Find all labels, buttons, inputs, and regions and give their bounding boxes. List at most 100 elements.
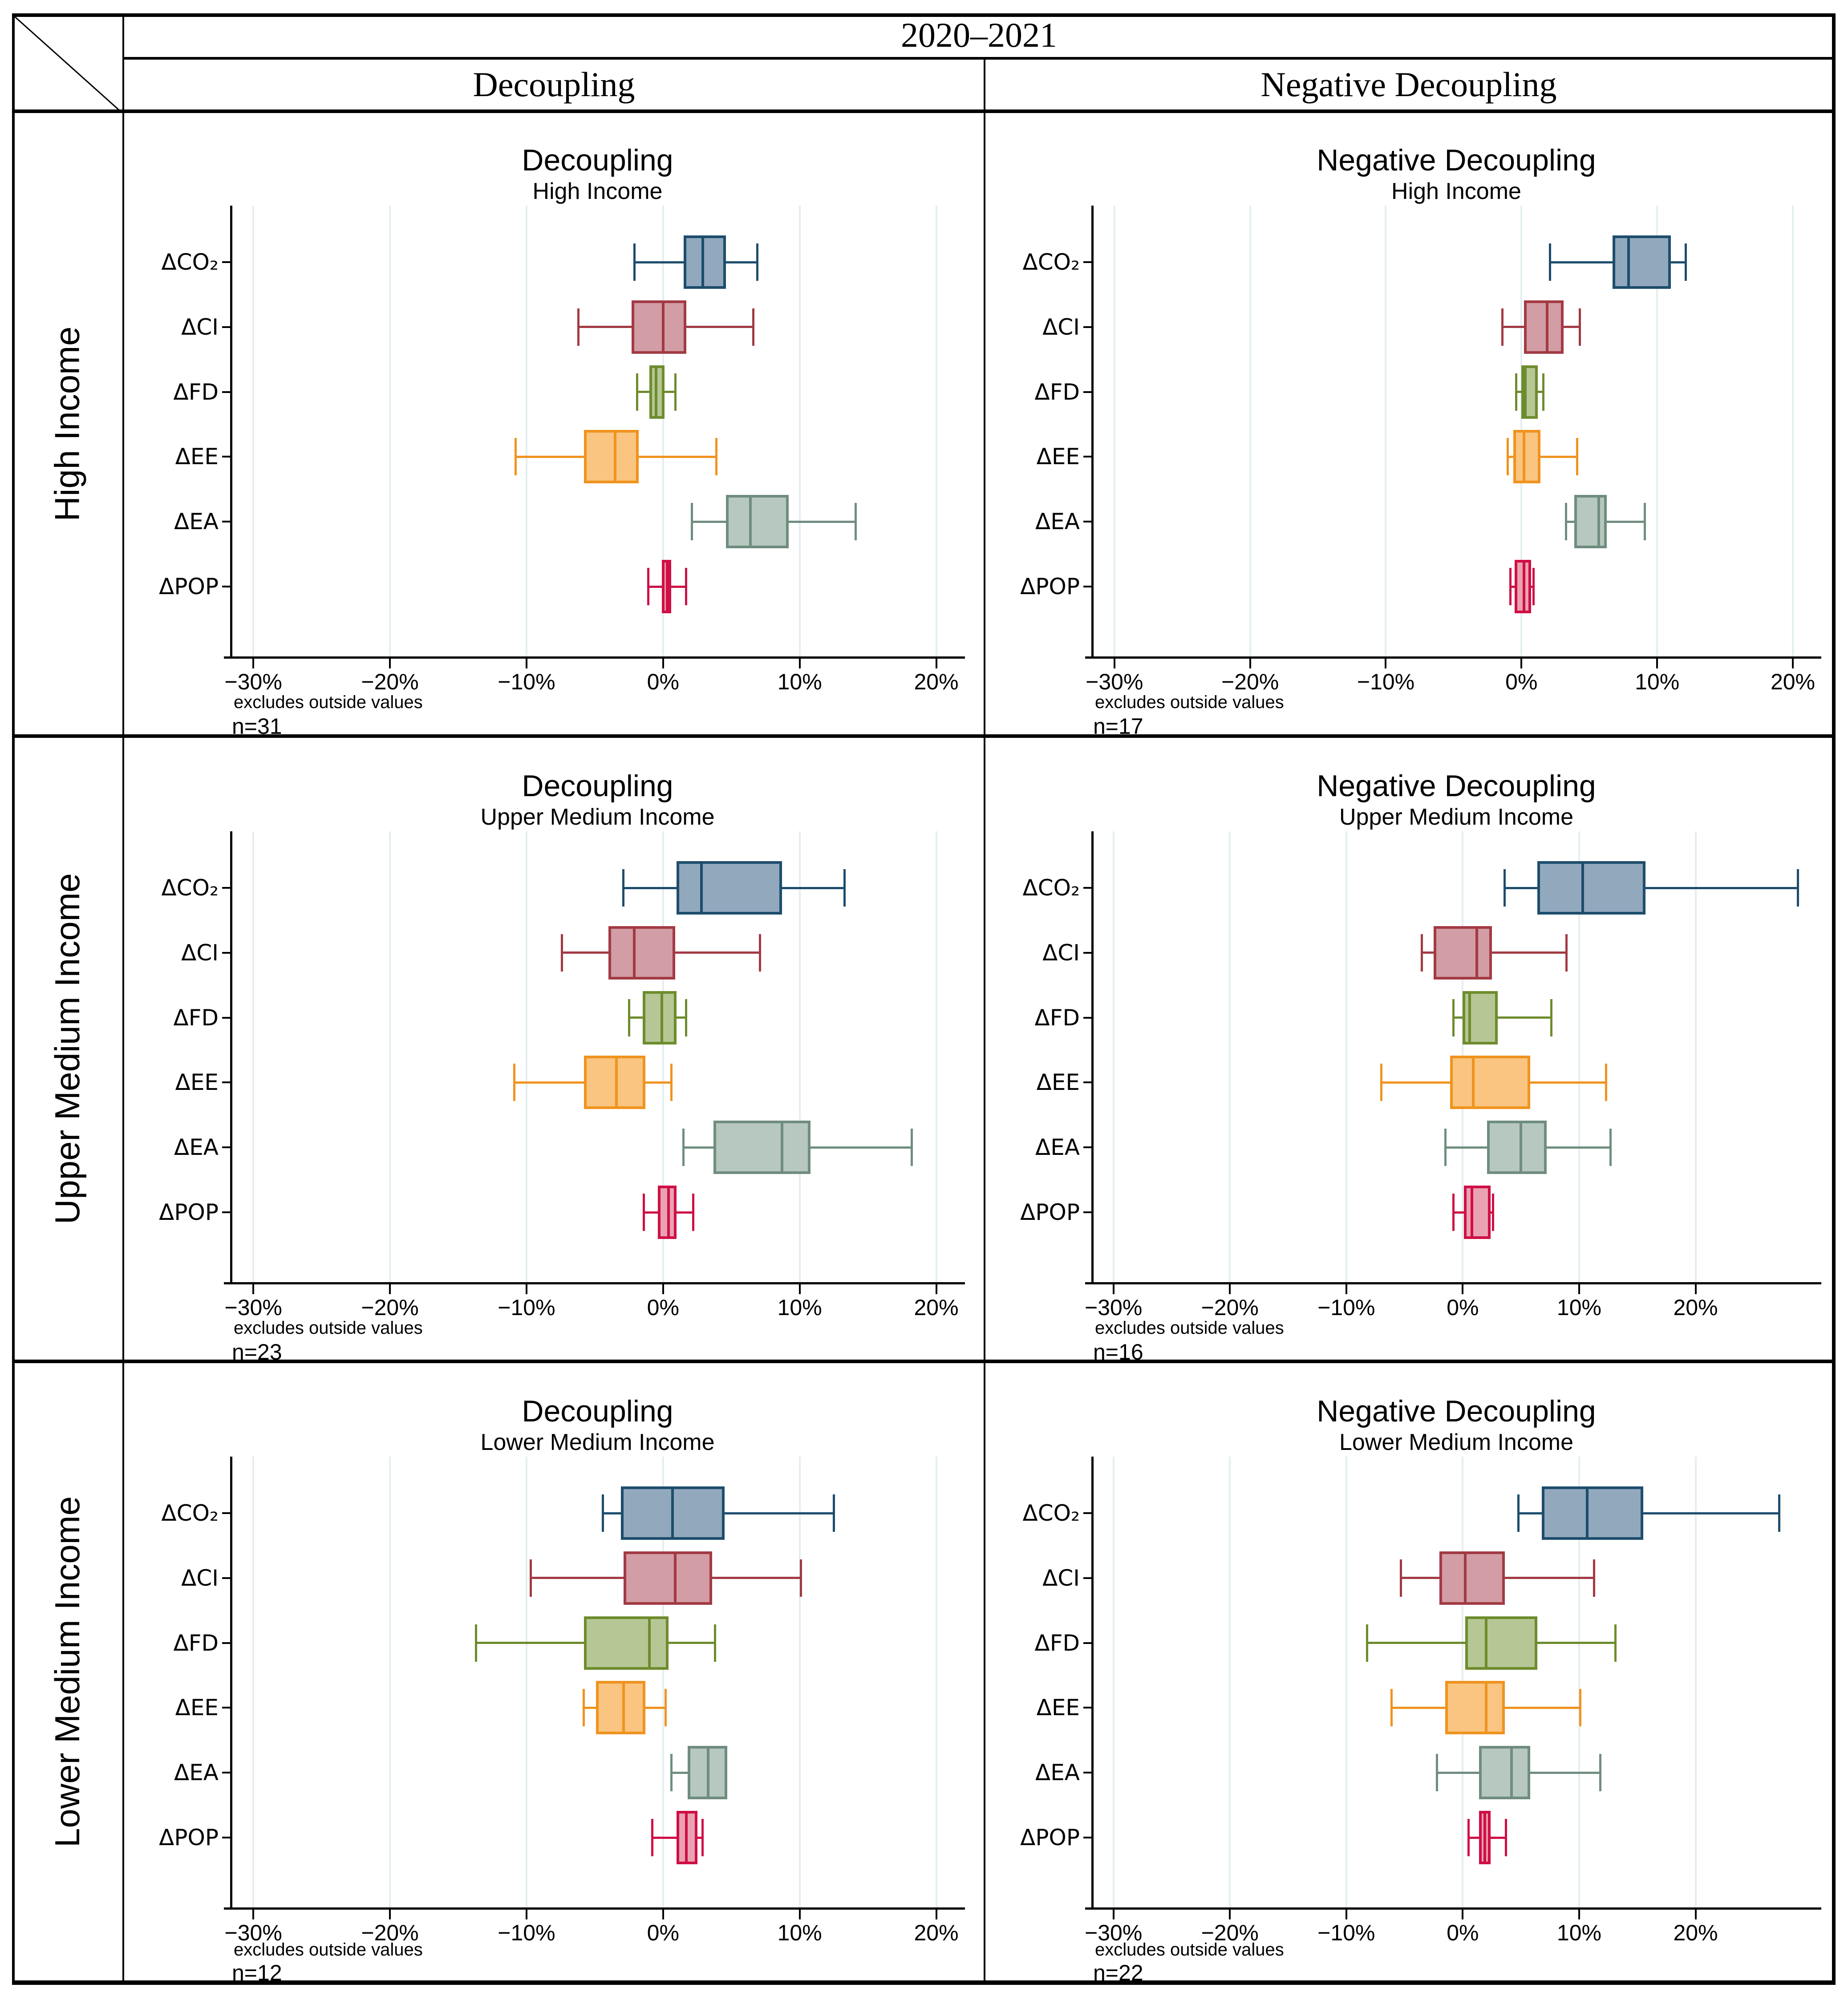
- x-tick: [389, 1284, 391, 1294]
- y-tick: [222, 261, 230, 263]
- y-tick: [1083, 586, 1091, 587]
- lower-whisker: [1510, 585, 1515, 588]
- box-iqr: [1524, 300, 1564, 354]
- x-gridline: [252, 831, 255, 1282]
- lower-whisker-cap: [1504, 869, 1506, 907]
- x-tick: [252, 1284, 255, 1294]
- box-iqr: [1515, 560, 1531, 613]
- x-tick: [525, 1910, 527, 1919]
- excludes-note: excludes outside values: [234, 1940, 423, 1959]
- x-axis-spine: [224, 1907, 965, 1910]
- upper-whisker: [697, 1836, 703, 1839]
- row-separator-2: [12, 1360, 1836, 1363]
- category-label: ΔFD: [173, 1004, 219, 1031]
- x-tick: [798, 1284, 801, 1294]
- lower-whisker: [562, 951, 609, 954]
- upper-whisker-cap: [1684, 243, 1687, 281]
- upper-whisker: [1563, 326, 1580, 328]
- box-iqr: [1439, 1551, 1505, 1605]
- upper-whisker: [686, 326, 754, 328]
- category-label: ΔFD: [1034, 1630, 1080, 1656]
- upper-whisker: [645, 1081, 672, 1084]
- category-label: ΔCI: [181, 314, 219, 340]
- y-tick: [222, 1081, 230, 1084]
- x-tick-label: −10%: [1317, 1920, 1375, 1945]
- x-tick: [1694, 1284, 1697, 1294]
- x-tick: [1791, 659, 1794, 668]
- x-gridline: [798, 831, 801, 1282]
- upper-whisker: [669, 1642, 715, 1644]
- median-line: [655, 365, 658, 419]
- category-label: ΔCO₂: [161, 875, 219, 901]
- upper-whisker: [724, 1512, 834, 1514]
- lower-whisker-cap: [1467, 1819, 1470, 1856]
- panel-decoupling-upper-medium-income: Decoupling Upper Medium Income ΔCO₂ ΔCI ΔF…: [122, 738, 984, 1364]
- lower-whisker-cap: [1380, 1064, 1382, 1101]
- x-tick-label: 0%: [1505, 669, 1538, 694]
- lower-whisker-cap: [690, 503, 693, 541]
- x-gridline: [662, 831, 664, 1282]
- upper-whisker: [1546, 1146, 1611, 1149]
- x-gridline: [1345, 831, 1347, 1282]
- x-gridline: [662, 206, 664, 656]
- lower-whisker: [514, 1081, 584, 1084]
- x-gridline: [1578, 1457, 1580, 1907]
- sample-size: n=16: [1093, 1340, 1143, 1364]
- median-line: [1463, 1551, 1467, 1605]
- x-tick: [1520, 659, 1523, 668]
- median-line: [701, 235, 704, 289]
- x-tick-label: −30%: [1086, 669, 1143, 694]
- upper-whisker-cap: [1605, 1064, 1607, 1101]
- lower-whisker: [531, 1577, 624, 1579]
- lower-whisker: [1401, 1577, 1440, 1579]
- x-gridline: [1578, 831, 1580, 1282]
- category-label: ΔEE: [175, 1695, 219, 1721]
- upper-whisker: [677, 1016, 686, 1019]
- row-header-lower-medium-income: Lower Medium Income: [47, 1496, 87, 1847]
- x-tick: [1656, 659, 1658, 668]
- category-label: ΔEA: [174, 1134, 219, 1161]
- upper-whisker-cap: [1578, 308, 1581, 346]
- median-line: [707, 1746, 710, 1800]
- y-tick: [222, 951, 230, 954]
- y-tick: [1083, 951, 1091, 954]
- upper-whisker: [789, 520, 856, 523]
- y-axis-spine: [230, 1457, 232, 1907]
- y-tick: [222, 456, 230, 458]
- x-tick-label: 20%: [914, 1920, 959, 1945]
- label-column-separator: [122, 13, 124, 1985]
- upper-whisker-cap: [832, 1494, 835, 1532]
- panel-decoupling-lower-medium-income: Decoupling Lower Medium Income ΔCO₂ ΔCI ΔF…: [122, 1363, 984, 1985]
- x-gridline: [662, 1457, 664, 1907]
- box-iqr: [584, 1056, 645, 1109]
- excludes-note: excludes outside values: [234, 1318, 423, 1338]
- median-line: [685, 1811, 688, 1864]
- upper-whisker: [1504, 1706, 1581, 1709]
- median-line: [1546, 300, 1549, 354]
- box-iqr: [725, 495, 789, 549]
- box-iqr: [1521, 365, 1538, 419]
- median-line: [1484, 1681, 1487, 1735]
- median-line: [622, 1681, 625, 1735]
- period-header: 2020–2021: [901, 16, 1057, 54]
- x-tick-label: −10%: [498, 1295, 555, 1320]
- plot-area: ΔCO₂ ΔCI ΔFD ΔEE ΔEA ΔPOP −30% −20% −10% 0% 10% 20%: [984, 738, 1835, 1360]
- column-header-negative-decoupling: Negative Decoupling: [1260, 65, 1557, 104]
- category-label: ΔCI: [181, 939, 219, 966]
- lower-whisker: [603, 1512, 621, 1514]
- y-tick: [1083, 521, 1091, 523]
- median-line: [1597, 495, 1601, 549]
- x-tick-label: 0%: [1447, 1920, 1479, 1945]
- upper-whisker-cap: [701, 1819, 704, 1856]
- x-tick-label: −30%: [1085, 1920, 1143, 1945]
- lower-whisker-cap: [651, 1819, 653, 1856]
- x-tick: [525, 1284, 527, 1294]
- x-tick: [1694, 1910, 1697, 1919]
- y-tick: [1083, 1146, 1091, 1149]
- lower-whisker-cap: [636, 373, 638, 411]
- panel-title: Negative Decoupling: [1317, 1394, 1596, 1428]
- lower-whisker: [1453, 1016, 1463, 1019]
- upper-whisker-cap: [1778, 1494, 1781, 1532]
- x-tick: [798, 1910, 801, 1919]
- lower-whisker: [1437, 1771, 1479, 1774]
